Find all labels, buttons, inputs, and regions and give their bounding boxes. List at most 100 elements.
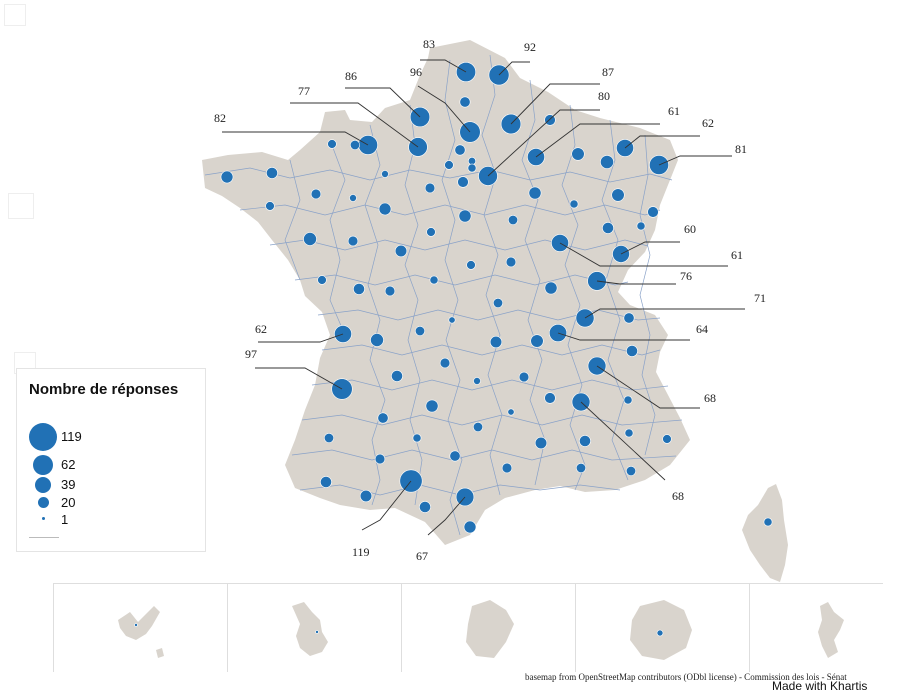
department-bubble[interactable] <box>463 520 477 534</box>
department-bubble[interactable] <box>579 435 591 447</box>
department-bubble[interactable] <box>492 297 503 308</box>
ghost-square <box>4 4 26 26</box>
department-bubble[interactable] <box>518 371 530 383</box>
department-bubble[interactable] <box>544 281 558 295</box>
department-borders <box>204 54 683 536</box>
department-bubble[interactable] <box>569 199 579 209</box>
inset-cell-martinique[interactable] <box>227 584 402 672</box>
department-bubble[interactable] <box>625 465 636 476</box>
legend-value: 62 <box>61 457 76 472</box>
department-bubble[interactable] <box>626 345 638 357</box>
department-bubble[interactable] <box>611 188 625 202</box>
department-bubble[interactable] <box>439 357 451 369</box>
department-bubble[interactable] <box>391 370 403 382</box>
department-bubble[interactable] <box>353 283 365 295</box>
department-bubble[interactable] <box>505 256 517 268</box>
department-bubble[interactable] <box>419 501 431 513</box>
department-bubble[interactable] <box>458 209 472 223</box>
department-bubble[interactable] <box>624 428 634 438</box>
department-bubble[interactable] <box>507 215 518 226</box>
department-bubble[interactable] <box>467 157 476 166</box>
department-bubble[interactable] <box>575 462 586 473</box>
department-bubble[interactable] <box>377 412 389 424</box>
department-bubble[interactable] <box>310 188 322 200</box>
department-bubble[interactable] <box>220 170 234 184</box>
department-bubble[interactable] <box>381 170 389 178</box>
department-bubble[interactable] <box>602 222 614 234</box>
department-bubble[interactable] <box>349 194 357 202</box>
department-bubble[interactable] <box>303 232 317 246</box>
legend-row: 39 <box>17 477 205 501</box>
department-bubble[interactable] <box>623 395 633 405</box>
department-bubble[interactable] <box>424 182 436 194</box>
department-bubble[interactable] <box>530 334 544 348</box>
department-bubble[interactable] <box>266 167 278 179</box>
department-bubble[interactable] <box>449 450 461 462</box>
department-bubble[interactable] <box>323 432 334 443</box>
department-bubble[interactable] <box>763 517 773 527</box>
department-bubble[interactable] <box>327 139 337 149</box>
department-bubble[interactable] <box>426 227 436 237</box>
department-bubble[interactable] <box>466 260 476 270</box>
department-bubble[interactable] <box>317 275 327 285</box>
department-bubble[interactable] <box>265 201 275 211</box>
department-bubble[interactable] <box>370 333 384 347</box>
department-bubble[interactable] <box>473 377 481 385</box>
department-bubble[interactable] <box>636 221 646 231</box>
legend: Nombre de réponses 119 62 39 20 1 <box>16 368 206 552</box>
department-bubble[interactable] <box>647 206 659 218</box>
department-bubble[interactable] <box>507 408 515 416</box>
legend-value: 119 <box>61 429 82 444</box>
callout-label: 61 <box>668 104 680 118</box>
department-bubble[interactable] <box>448 316 456 324</box>
legend-row: 20 <box>17 495 205 520</box>
legend-dot <box>33 455 53 475</box>
department-bubble[interactable] <box>384 285 396 297</box>
corsica <box>742 484 788 582</box>
department-bubble[interactable] <box>374 453 386 465</box>
department-bubble[interactable] <box>425 399 439 413</box>
inset-cell-mayotte[interactable] <box>749 584 884 672</box>
callout-label: 77 <box>298 84 310 98</box>
callout-label: 119 <box>352 545 370 559</box>
legend-dot <box>38 497 49 508</box>
inset-martinique <box>292 602 328 656</box>
department-bubble[interactable] <box>662 434 672 444</box>
department-bubble[interactable] <box>489 335 503 349</box>
inset-guyane <box>466 600 514 658</box>
department-bubble[interactable] <box>623 312 635 324</box>
inset-cell-guyane[interactable] <box>401 584 576 672</box>
callout-label: 68 <box>704 391 716 405</box>
department-bubble[interactable] <box>534 436 548 450</box>
callout-label: 97 <box>245 347 257 361</box>
department-bubble[interactable] <box>501 462 513 474</box>
inset-cell-reunion[interactable] <box>575 584 750 672</box>
department-bubble[interactable] <box>528 186 542 200</box>
department-bubble[interactable] <box>444 160 454 170</box>
department-bubble[interactable] <box>359 489 373 503</box>
department-bubble[interactable] <box>429 275 439 285</box>
inset-bubble <box>656 629 664 637</box>
department-bubble[interactable] <box>412 433 422 443</box>
department-bubble[interactable] <box>414 325 425 336</box>
map-attribution: basemap from OpenStreetMap contributors … <box>525 672 847 682</box>
department-bubble[interactable] <box>347 235 359 247</box>
legend-row: 119 <box>17 423 205 451</box>
khartis-credit[interactable]: Made with Khartis <box>772 679 868 693</box>
callout-label: 82 <box>214 111 226 125</box>
department-bubble[interactable] <box>454 144 466 156</box>
department-bubble[interactable] <box>459 96 471 108</box>
inset-cell-guadeloupe[interactable] <box>53 584 228 672</box>
department-bubble[interactable] <box>571 147 585 161</box>
department-bubble[interactable] <box>600 155 614 169</box>
callout-label: 64 <box>696 322 708 336</box>
department-bubble[interactable] <box>544 392 556 404</box>
department-bubble[interactable] <box>378 202 392 216</box>
department-bubble[interactable] <box>349 140 360 151</box>
department-bubble[interactable] <box>472 421 483 432</box>
department-bubble[interactable] <box>394 244 408 258</box>
department-bubble[interactable] <box>467 163 477 173</box>
department-bubble[interactable] <box>457 176 469 188</box>
department-bubble[interactable] <box>320 476 332 488</box>
